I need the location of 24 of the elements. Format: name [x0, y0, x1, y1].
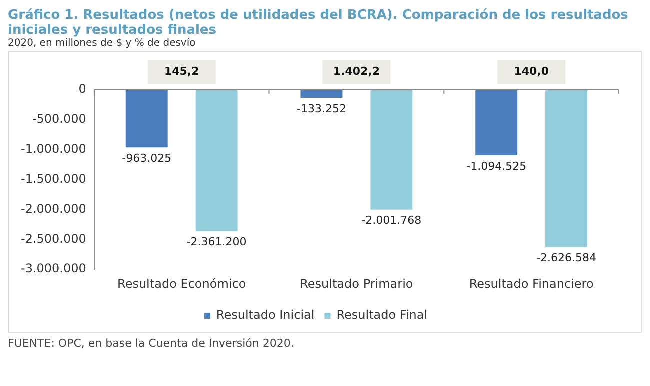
y-tick-label: -3.000.000 — [20, 262, 86, 276]
y-tick-label: -1.000.000 — [20, 142, 86, 156]
y-tick-label: -1.500.000 — [20, 172, 86, 186]
x-tick-label: Resultado Económico — [118, 276, 246, 291]
text: 1.402,2 — [333, 64, 380, 78]
text: 140,0 — [514, 64, 550, 78]
x-tick-label: Resultado Primario — [300, 276, 414, 291]
x-tick-label: Resultado Financiero — [469, 276, 594, 291]
legend-label: Resultado Inicial — [216, 308, 315, 322]
data-label: -2.361.200 — [186, 236, 247, 249]
data-label: -133.252 — [296, 102, 346, 116]
text: 145,2 — [164, 64, 200, 78]
data-label: -2.001.768 — [362, 214, 422, 228]
data-label: -963.025 — [122, 152, 172, 166]
chart-title: Gráfico 1. Resultados (netos de utilidades del BCRA). Comparación de los resultados iniciales y resultados finales — [8, 8, 630, 38]
chart-subtitle: 2020, en millones de $ y % de desvío — [8, 38, 197, 49]
legend-label: Resultado Final — [336, 308, 428, 322]
y-tick-label: -500.000 — [32, 112, 86, 126]
y-tick-label: -2.500.000 — [20, 232, 86, 246]
y-tick-label: 0 — [78, 82, 86, 96]
source-note: FUENTE: OPC, en base la Cuenta de Inversión 2020. — [8, 337, 296, 350]
data-label: -1.094.525 — [466, 160, 527, 173]
data-label: -2.626.584 — [536, 252, 597, 265]
y-tick-label: -2.000.000 — [20, 202, 86, 216]
